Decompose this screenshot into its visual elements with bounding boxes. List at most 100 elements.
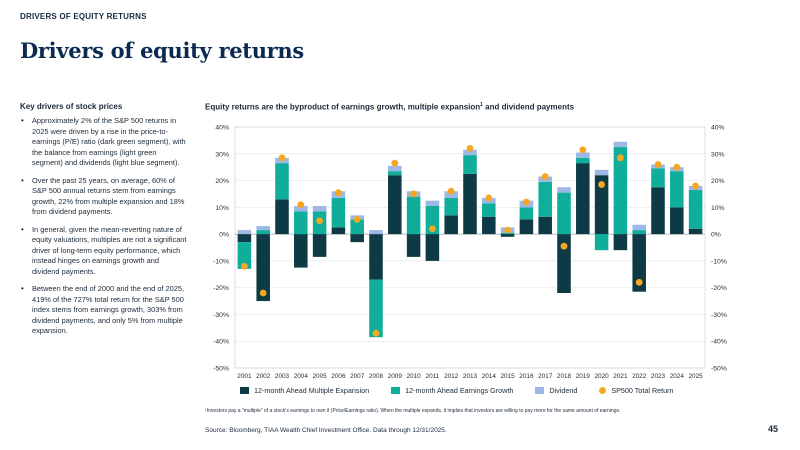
bar-earnings-growth [331, 197, 346, 228]
total-return-marker [466, 145, 474, 152]
bar-multiple-expansion [613, 234, 628, 251]
bar-multiple-expansion [482, 216, 496, 235]
bar-earnings-growth [688, 189, 703, 229]
total-return-marker [673, 163, 681, 171]
total-return-marker [335, 189, 342, 197]
bullet-item: In general, given the mean-reverting nat… [20, 225, 188, 278]
x-tick-label: 2019 [576, 373, 591, 380]
y-tick-label-right: 30% [711, 151, 725, 158]
x-tick-label: 2017 [538, 373, 553, 380]
x-tick-label: 2005 [312, 373, 327, 380]
x-tick-label: 2022 [632, 373, 647, 380]
total-return-marker [241, 262, 248, 270]
x-tick-label: 2016 [519, 373, 534, 380]
total-return-marker [598, 181, 605, 188]
legend-swatch-earnings [391, 387, 401, 394]
bar-earnings-growth [651, 168, 665, 188]
total-return-marker [316, 217, 323, 225]
bar-multiple-expansion [519, 219, 534, 235]
bar-earnings-growth [369, 279, 383, 338]
bar-earnings-growth [256, 230, 270, 235]
x-tick-label: 2023 [651, 373, 666, 380]
page-title: Drivers of equity returns [20, 38, 304, 63]
total-return-marker [297, 201, 305, 209]
bar-earnings-growth [670, 171, 684, 208]
bar-dividend [463, 149, 477, 156]
bar-earnings-growth [444, 197, 458, 216]
total-return-marker [372, 329, 380, 337]
y-tick-label-right: 10% [711, 205, 725, 212]
total-return-marker [278, 154, 286, 162]
x-tick-label: 2025 [688, 373, 703, 380]
total-return-marker [504, 226, 511, 234]
bar-earnings-growth [482, 203, 496, 217]
bar-dividend [312, 205, 327, 212]
stacked-bar-chart: 40% 40% 30% 30% 20% 20% 10% 10% 0% 0% -10% -10% -20%… [213, 125, 727, 381]
bar-earnings-growth [388, 171, 402, 176]
bar-dividend [294, 205, 308, 212]
bar-multiple-expansion [294, 234, 308, 268]
bullet-item: Approximately 2% of the S&P 500 returns … [20, 116, 188, 169]
bar-multiple-expansion [444, 215, 458, 235]
x-tick-label: 2008 [369, 373, 384, 380]
bar-dividend [369, 230, 383, 235]
bar-earnings-growth [632, 230, 646, 235]
x-tick-label: 2018 [557, 373, 572, 380]
bar-multiple-expansion [388, 175, 402, 235]
bar-earnings-growth [576, 157, 590, 164]
x-tick-label: 2014 [482, 373, 497, 380]
bullet-item: Between the end of 2000 and the end of 2… [20, 284, 188, 337]
bar-dividend [594, 169, 609, 176]
bar-multiple-expansion [331, 227, 346, 235]
y-tick-label-left: 20% [215, 178, 229, 185]
total-return-marker [579, 146, 587, 154]
legend-item-multiple: 12-month Ahead Multiple Expansion [240, 386, 369, 395]
legend-item-dividend: Dividend [535, 386, 577, 395]
plot-frame [234, 126, 706, 369]
bar-multiple-expansion [350, 234, 364, 243]
total-return-marker [617, 154, 624, 162]
bar-multiple-expansion [632, 234, 646, 292]
x-tick-label: 2001 [237, 373, 252, 380]
bar-earnings-growth [613, 147, 628, 235]
y-tick-label-right: 0% [711, 232, 721, 239]
bar-multiple-expansion [594, 175, 609, 235]
legend-label-multiple: 12-month Ahead Multiple Expansion [254, 386, 370, 395]
total-return-marker [429, 225, 436, 233]
total-return-marker [541, 173, 549, 180]
bar-dividend [388, 165, 402, 172]
x-tick-label: 2020 [594, 373, 609, 380]
eyebrow-label: DRIVERS OF EQUITY RETURNS [20, 12, 147, 21]
bar-multiple-expansion [425, 234, 440, 261]
bar-multiple-expansion [463, 173, 477, 235]
bar-dividend [557, 187, 571, 193]
bar-earnings-growth [237, 242, 252, 269]
legend-label-earnings: 12-month Ahead Earnings Growth [405, 386, 514, 395]
x-tick-label: 2021 [613, 373, 628, 380]
y-tick-label-left: 10% [215, 205, 229, 212]
y-tick-label-left: -30% [213, 312, 229, 319]
y-tick-label-right: -50% [711, 366, 727, 373]
total-return-marker [692, 182, 699, 190]
bar-dividend [613, 141, 628, 148]
total-return-marker [635, 278, 643, 286]
chart-title: Equity returns are the byproduct of earn… [205, 102, 574, 112]
bar-multiple-expansion [670, 207, 684, 235]
bar-multiple-expansion [576, 163, 590, 235]
bar-earnings-growth [557, 192, 571, 235]
y-tick-label-right: 20% [711, 178, 725, 185]
y-tick-label-left: -20% [213, 285, 229, 292]
legend-marker-total-return [599, 387, 607, 394]
y-tick-label-left: -40% [213, 339, 229, 346]
chart-title-text: Equity returns are the byproduct of earn… [205, 102, 481, 112]
bar-multiple-expansion [688, 228, 703, 235]
total-return-marker [654, 161, 662, 168]
bar-earnings-growth [406, 196, 421, 235]
legend-item-earnings: 12-month Ahead Earnings Growth [391, 386, 513, 395]
y-tick-label-left: -10% [213, 258, 229, 265]
bar-multiple-expansion [369, 234, 383, 280]
bar-multiple-expansion [312, 234, 327, 257]
x-tick-label: 2013 [463, 373, 478, 380]
legend-label-total-return: SP500 Total Return [611, 386, 674, 395]
bar-earnings-growth [350, 219, 364, 235]
